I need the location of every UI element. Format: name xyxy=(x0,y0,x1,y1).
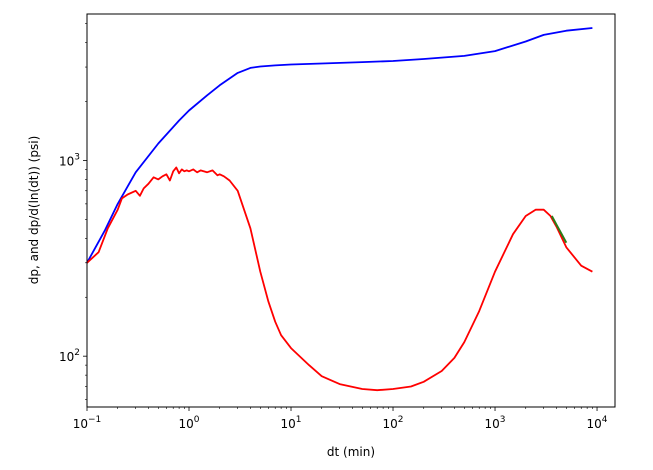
x-tick-label: 101 xyxy=(281,415,302,431)
plot-frame xyxy=(86,13,616,408)
x-tick-label: 10−1 xyxy=(73,415,102,431)
x-tick-label: 100 xyxy=(178,415,199,431)
series-layer xyxy=(86,27,593,392)
x-tick-label: 102 xyxy=(383,415,404,431)
y-tick-label: 102 xyxy=(59,348,80,364)
series-line-2 xyxy=(550,215,568,244)
series-line-0 xyxy=(86,27,593,264)
tick-layer: 10−1 100 101 102 103 104 102 103 xyxy=(59,152,608,431)
x-tick-label: 103 xyxy=(485,415,506,431)
x-axis-label: dt (min) xyxy=(327,445,375,459)
y-tick-label: 103 xyxy=(59,152,80,168)
x-tick-label: 104 xyxy=(587,415,608,431)
y-axis-label: dp, and dp/d(ln(dt)) (psi) xyxy=(27,136,41,285)
series-line-1 xyxy=(86,166,593,392)
